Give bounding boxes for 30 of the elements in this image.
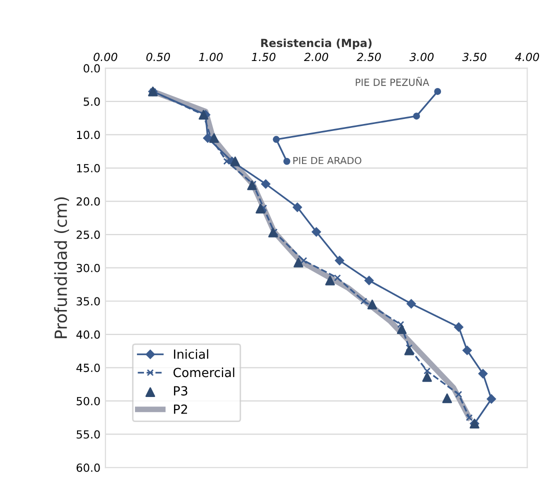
y-tick-label: 45.0 <box>76 364 100 372</box>
y-axis-title: Profundidad (cm) <box>54 197 70 338</box>
y-tick-label: 40.0 <box>76 330 100 339</box>
x-tick-label: 1.50 <box>252 52 276 62</box>
y-tick-label: 35.0 <box>76 297 100 306</box>
x-tick-label: 1.00 <box>199 52 223 62</box>
annotation: PIE DE ARADO <box>293 156 362 164</box>
x-tick-label: 0.50 <box>146 52 170 62</box>
y-tick-label: 0.0 <box>84 64 100 73</box>
y-tick-label: 60.0 <box>76 463 100 472</box>
annotation: PIE DE PEZUÑA <box>356 76 430 86</box>
legend-label: P3 <box>174 386 188 396</box>
x-tick-label: 3.50 <box>462 52 486 62</box>
x-axis-title: Resistencia (Mpa) <box>261 38 372 50</box>
y-tick-label: 30.0 <box>76 264 100 272</box>
x-tick-label: 4.00 <box>515 52 540 62</box>
legend-label: Comercial <box>173 368 234 378</box>
y-tick-label: 15.0 <box>77 164 100 172</box>
y-tick-label: 50.0 <box>76 396 100 406</box>
x-tick-label: 2.00 <box>304 52 328 62</box>
y-tick-label: 5.0 <box>84 97 100 106</box>
legend-label: P2 <box>174 404 188 414</box>
x-tick-label: 3.00 <box>409 52 434 62</box>
x-tick-label: 2.50 <box>356 52 381 62</box>
y-tick-label: 25.0 <box>76 230 100 239</box>
x-tick-label: 0.00 <box>94 52 118 62</box>
y-tick-label: 20.0 <box>76 197 100 206</box>
y-tick-label: 10.0 <box>77 130 100 140</box>
legend-label: Inicial <box>174 349 208 359</box>
y-tick-label: 55.0 <box>76 430 100 439</box>
